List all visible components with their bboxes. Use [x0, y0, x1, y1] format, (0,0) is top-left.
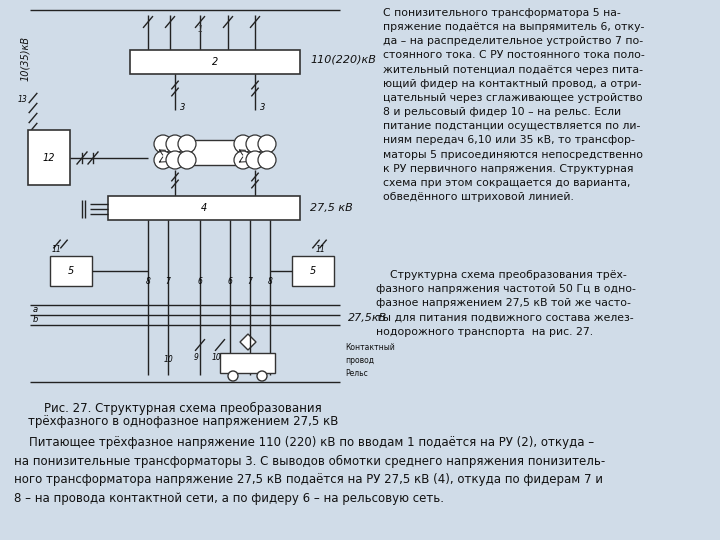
Bar [130, 50, 300, 74]
Text: 10(35)кВ: 10(35)кВ [20, 36, 30, 80]
Text: 5: 5 [310, 266, 316, 276]
Bar [220, 353, 275, 373]
Text: 6: 6 [228, 278, 233, 287]
Text: 110(220)кВ: 110(220)кВ [310, 55, 376, 65]
Bar [50, 256, 92, 286]
Circle shape [178, 135, 196, 153]
Bar [292, 256, 334, 286]
Bar [175, 140, 255, 165]
Circle shape [234, 135, 252, 153]
Text: 7: 7 [166, 278, 171, 287]
Circle shape [246, 135, 264, 153]
Text: b: b [32, 315, 37, 325]
Text: 10: 10 [211, 354, 221, 362]
Text: 27,5 кВ: 27,5 кВ [310, 203, 353, 213]
Circle shape [166, 135, 184, 153]
Text: 3: 3 [180, 104, 186, 112]
Circle shape [257, 371, 267, 381]
Text: 8: 8 [145, 278, 150, 287]
Text: Структурна схема преобразования трёх-
фазного напряжения частотой 50 Гц в одно-
: Структурна схема преобразования трёх- фа… [376, 270, 636, 336]
Text: трёхфазного в однофазное напряжением 27,5 кВ: трёхфазного в однофазное напряжением 27,… [28, 415, 338, 428]
Text: 7: 7 [248, 278, 253, 287]
Circle shape [166, 151, 184, 169]
Text: 9: 9 [194, 354, 199, 362]
Text: Контактный
провод
Рельс: Контактный провод Рельс [345, 343, 395, 379]
Text: a: a [32, 306, 37, 314]
Text: 13: 13 [17, 96, 27, 105]
Circle shape [228, 371, 238, 381]
Circle shape [258, 151, 276, 169]
Text: 6: 6 [197, 278, 202, 287]
Text: 27,5кВ: 27,5кВ [348, 313, 387, 323]
Text: 11: 11 [315, 246, 325, 254]
Text: 4: 4 [201, 203, 207, 213]
Text: С понизительного трансформатора 5 на-
пряжение подаётся на выпрямитель 6, отку-
: С понизительного трансформатора 5 на- пр… [383, 8, 644, 202]
Text: 10: 10 [163, 355, 173, 364]
Text: 12: 12 [42, 153, 55, 163]
Bar [28, 130, 70, 185]
Text: 1: 1 [197, 25, 203, 35]
Circle shape [234, 151, 252, 169]
Polygon shape [240, 334, 256, 350]
Circle shape [154, 151, 172, 169]
Bar [108, 196, 300, 220]
Circle shape [246, 151, 264, 169]
Text: 5: 5 [68, 266, 74, 276]
Text: 11: 11 [52, 246, 62, 254]
Text: Рис. 27. Структурная схема преобразования: Рис. 27. Структурная схема преобразовани… [44, 402, 322, 415]
Circle shape [258, 135, 276, 153]
Text: Питающее трёхфазное напряжение 110 (220) кВ по вводам 1 подаётся на РУ (2), отку: Питающее трёхфазное напряжение 110 (220)… [14, 436, 606, 505]
Circle shape [154, 135, 172, 153]
Circle shape [178, 151, 196, 169]
Text: 3: 3 [261, 104, 266, 112]
Text: 2: 2 [212, 57, 218, 67]
Text: 8: 8 [268, 278, 272, 287]
